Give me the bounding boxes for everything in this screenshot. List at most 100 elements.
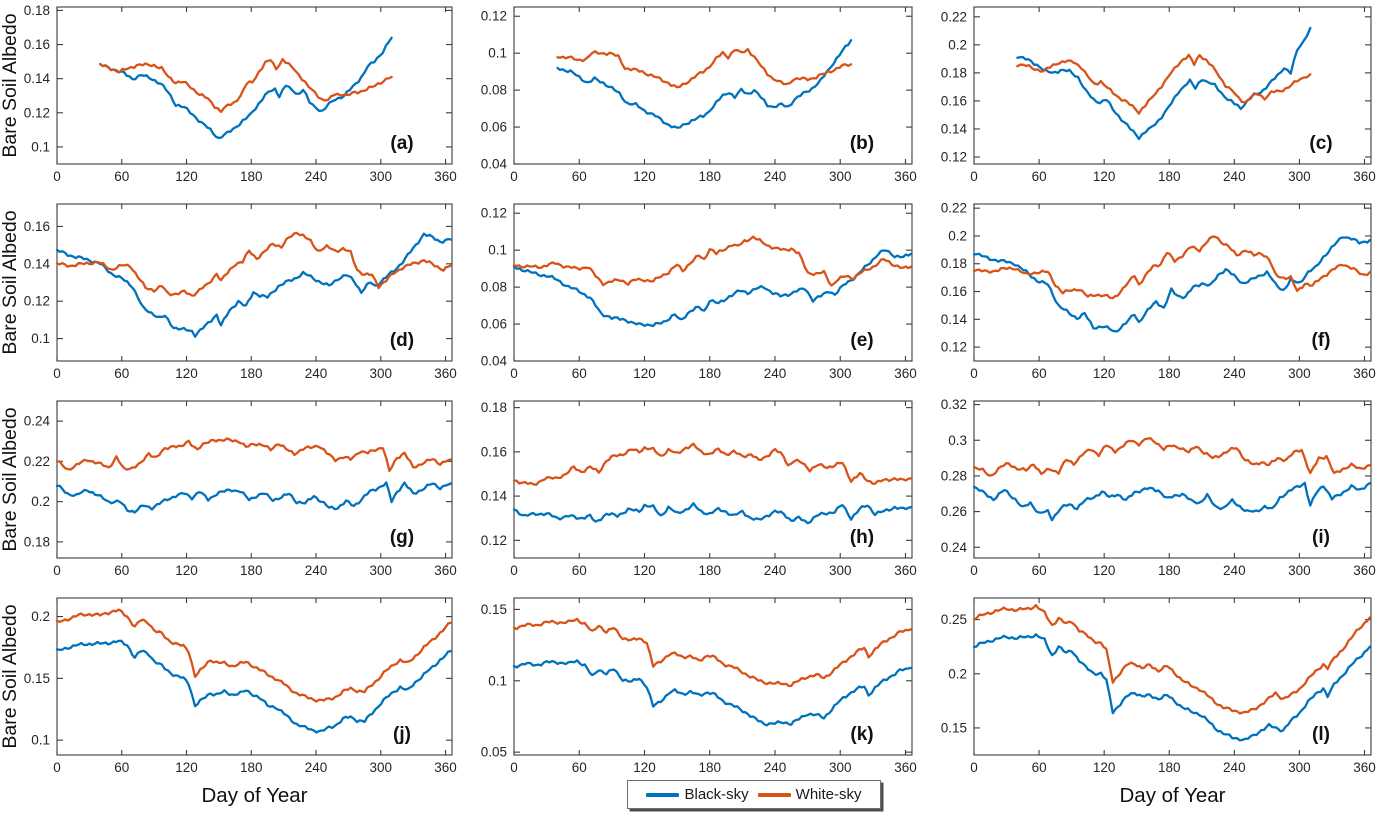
x-tick-label: 360 [1353,760,1376,775]
x-tick-label: 120 [175,563,198,578]
black-sky-line [55,481,453,514]
subplot-canvas: 0 60 120 180 240 300 360 0.15 0.2 0.25 (l) Day of Y… [941,597,1376,807]
x-tick-label: 240 [305,760,328,775]
x-tick-label: 300 [829,366,852,381]
x-tick-label: 180 [1158,366,1181,381]
panel-letter: (b) [850,133,874,154]
white-sky-line [972,603,1372,715]
subplot-c: 0 60 120 180 240 300 360 0.12 0.14 0.16 0.18 0.2 0.2… [920,0,1379,197]
y-tick-label: 0.22 [941,9,967,24]
x-tick-label: 180 [240,563,263,578]
y-tick-label: 0.12 [481,533,507,548]
x-tick-label: 180 [1158,760,1181,775]
subplot-i: 0 60 120 180 240 300 360 0.24 0.26 0.28 0.3 0.32 (i) [920,394,1379,591]
y-axis-title: Bare Soil Albedo [0,210,21,354]
panel-letter: (d) [390,330,414,351]
subplot-d: 0 60 120 180 240 300 360 0.1 0.12 0.14 0.16 (d) Bare… [0,197,460,394]
x-tick-label: 120 [175,760,198,775]
black-sky-line [972,633,1372,742]
white-sky-line [55,437,453,473]
x-tick-label: 0 [510,366,518,381]
subplot-e: 0 60 120 180 240 300 360 0.04 0.06 0.08 0.1 0.12 (e) [460,197,920,394]
black-sky-line [55,232,453,338]
x-axis-title: Day of Year [1120,784,1226,807]
white-sky-line [512,617,913,688]
subplot-a: 0 60 120 180 240 300 360 0.1 0.12 0.14 0.16 0.18 (a)… [0,0,460,197]
panel-letter: (g) [390,527,414,548]
white-sky-line [556,47,853,89]
x-tick-label: 0 [53,760,61,775]
x-tick-label: 240 [764,563,787,578]
x-tick-label: 0 [970,366,978,381]
x-tick-label: 120 [1093,760,1116,775]
x-tick-label: 180 [698,760,721,775]
y-tick-label: 0.1 [488,46,507,61]
x-tick-label: 180 [1158,563,1181,578]
x-tick-label: 60 [1032,760,1047,775]
x-tick-label: 240 [764,366,787,381]
y-tick-label: 0.24 [941,540,968,555]
x-tick-label: 120 [633,760,656,775]
legend: Black-sky White-sky [627,780,881,809]
y-tick-label: 0.12 [481,9,507,24]
x-tick-label: 120 [633,563,656,578]
subplot-g: 0 60 120 180 240 300 360 0.18 0.2 0.22 0.24 (g) Bare… [0,394,460,591]
y-tick-label: 0.1 [488,673,507,688]
y-tick-label: 0.18 [24,3,50,18]
y-tick-label: 0.26 [941,504,967,519]
panel-letter: (f) [1312,330,1331,351]
x-tick-label: 120 [175,169,198,184]
x-tick-label: 240 [764,169,787,184]
panel-letter: (c) [1309,133,1332,154]
y-tick-label: 0.14 [481,489,508,504]
black-sky-line [512,502,913,525]
x-tick-label: 180 [698,563,721,578]
y-tick-label: 0.16 [941,284,967,299]
x-tick-label: 60 [114,366,129,381]
x-tick-label: 120 [1093,563,1116,578]
y-tick-label: 0.18 [24,534,50,549]
white-sky-line [55,608,453,703]
x-tick-label: 60 [572,563,587,578]
x-tick-label: 120 [633,169,656,184]
y-tick-label: 0.14 [941,312,968,327]
y-tick-label: 0.1 [488,243,507,258]
y-tick-label: 0.18 [941,256,967,271]
black-sky-line [512,249,913,328]
x-tick-label: 0 [510,760,518,775]
x-tick-label: 360 [894,366,917,381]
x-tick-label: 60 [114,563,129,578]
x-tick-label: 60 [1032,366,1047,381]
y-tick-label: 0.08 [481,83,507,98]
x-axis-title: Day of Year [202,784,308,807]
white-sky-line [55,231,453,297]
subplot-canvas: 0 60 120 180 240 300 360 0.1 0.15 0.2 (j) Bare Soil… [0,597,457,807]
legend-label-white-sky: White-sky [795,786,862,803]
y-tick-label: 0.24 [24,414,51,429]
y-tick-label: 0.2 [948,666,967,681]
black-sky-line [99,36,393,140]
x-tick-label: 360 [434,366,457,381]
x-tick-label: 300 [1288,563,1311,578]
y-tick-label: 0.2 [948,37,967,52]
y-tick-label: 0.15 [481,602,507,617]
panel-letter: (e) [850,330,873,351]
x-tick-label: 360 [894,169,917,184]
x-tick-label: 180 [240,169,263,184]
subplot-l: 0 60 120 180 240 300 360 0.15 0.2 0.25 (l) Day of Y… [920,591,1379,810]
y-tick-label: 0.12 [24,105,50,120]
x-tick-label: 180 [240,760,263,775]
panel-letter: (j) [393,724,411,745]
x-tick-label: 300 [829,760,852,775]
x-tick-label: 240 [1223,366,1246,381]
x-tick-label: 300 [829,169,852,184]
black-sky-line [972,236,1372,333]
y-tick-label: 0.22 [941,201,967,216]
x-tick-label: 360 [1353,169,1376,184]
x-tick-label: 60 [1032,563,1047,578]
x-tick-label: 180 [240,366,263,381]
y-tick-label: 0.12 [24,294,50,309]
subplot-j: 0 60 120 180 240 300 360 0.1 0.15 0.2 (j) Bare Soil… [0,591,460,810]
y-tick-label: 0.16 [24,37,50,52]
white-sky-line [512,442,913,486]
